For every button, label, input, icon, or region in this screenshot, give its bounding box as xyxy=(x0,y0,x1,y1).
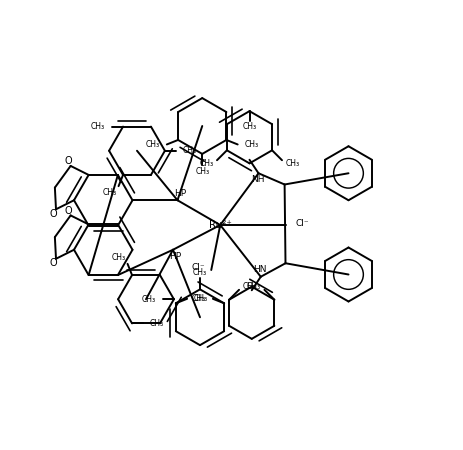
Text: CH₃: CH₃ xyxy=(192,294,206,303)
Text: CH₃: CH₃ xyxy=(146,140,160,149)
Text: CH₃: CH₃ xyxy=(91,122,105,131)
Text: O: O xyxy=(64,157,72,166)
Text: CH₃: CH₃ xyxy=(286,159,300,168)
Text: CH₃: CH₃ xyxy=(111,253,125,262)
Text: CH₃: CH₃ xyxy=(195,166,209,176)
Text: Cl⁻: Cl⁻ xyxy=(192,263,206,272)
Text: Ru²⁺: Ru²⁺ xyxy=(209,220,232,230)
Text: O: O xyxy=(50,258,57,268)
Text: CH₃: CH₃ xyxy=(244,140,258,149)
Text: NH: NH xyxy=(251,176,264,184)
Text: Cl⁻: Cl⁻ xyxy=(296,219,309,228)
Text: HN: HN xyxy=(253,266,267,274)
Text: O: O xyxy=(50,209,57,219)
Text: CH₃: CH₃ xyxy=(243,282,257,291)
Text: CH₃: CH₃ xyxy=(183,146,197,155)
Text: HP: HP xyxy=(174,189,186,198)
Text: CH₃: CH₃ xyxy=(247,282,261,291)
Text: CH₃: CH₃ xyxy=(194,294,208,303)
Text: O: O xyxy=(64,206,72,216)
Text: HP: HP xyxy=(169,252,181,261)
Text: CH₃: CH₃ xyxy=(150,319,164,328)
Text: CH₃: CH₃ xyxy=(199,159,213,168)
Text: CH₃: CH₃ xyxy=(193,268,207,277)
Text: CH₃: CH₃ xyxy=(243,122,257,131)
Text: CH₃: CH₃ xyxy=(102,188,116,197)
Text: CH₃: CH₃ xyxy=(142,295,156,304)
